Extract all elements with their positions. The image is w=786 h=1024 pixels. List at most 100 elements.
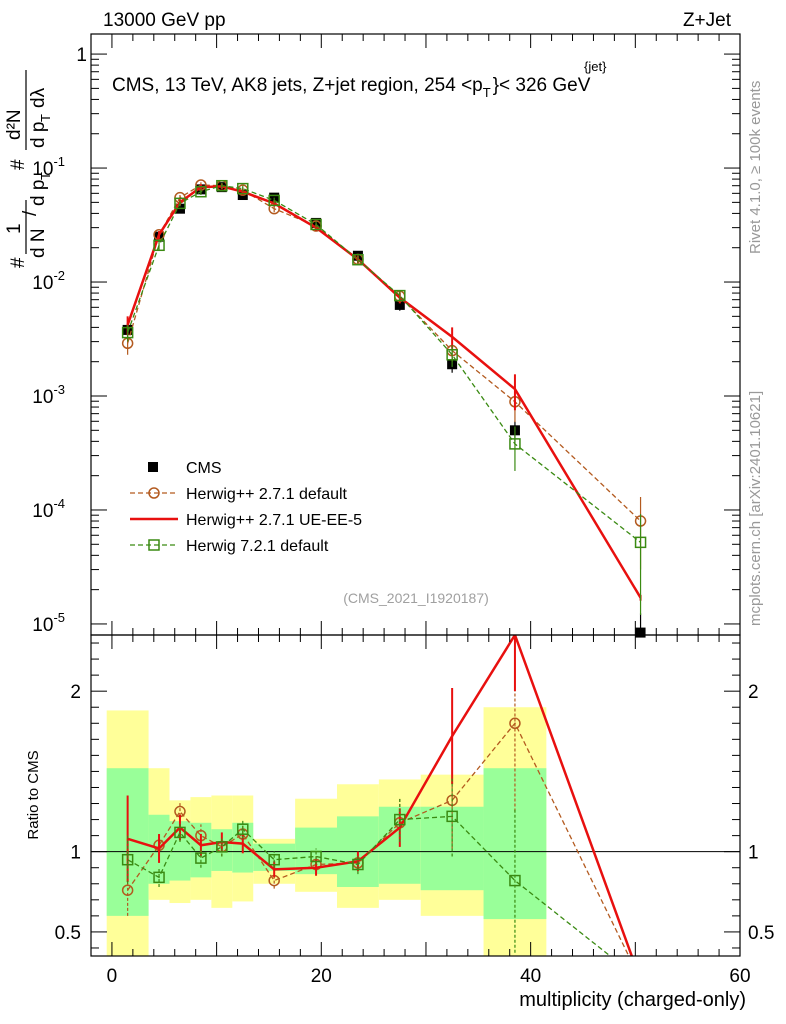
ytick-exp: -4	[53, 496, 65, 511]
legend-marker	[148, 539, 160, 551]
data-point	[310, 218, 322, 231]
ylabel-T: T	[38, 172, 53, 180]
ratio-ticks: 0.5 0.51 12 20 20 40 60	[55, 635, 774, 987]
legend-label: Herwig++ 2.7.1 UE-EE-5	[186, 512, 362, 529]
xtick-label: 20	[311, 966, 332, 987]
main-marks	[121, 179, 647, 638]
data-point	[446, 349, 458, 361]
data-point	[394, 289, 406, 302]
data-point	[174, 197, 186, 210]
series-line-line	[126, 185, 642, 599]
legend: CMS Herwig++ 2.7.1 default Herwig++ 2.7.1 …	[130, 460, 362, 555]
ylabel-dN: d N	[28, 228, 49, 258]
rivet-label: Rivet 4.1.0, ≥ 100k events	[747, 81, 764, 254]
ratio-marks	[121, 635, 646, 985]
ytick-base: 10	[32, 501, 53, 522]
main-ytick-label: 10-5	[32, 610, 65, 636]
data-point	[121, 326, 134, 339]
ylabel-T2: T	[38, 114, 53, 122]
main-ylabel: # 1 d N / d p T # d²N d p T dλ	[4, 70, 53, 268]
ytick-base: 10	[32, 273, 53, 294]
data-point	[216, 179, 228, 192]
legend-label: CMS	[186, 460, 222, 477]
main-ytick-label: 10-4	[32, 496, 65, 522]
ytick-base: 10	[32, 387, 53, 408]
data-point	[394, 299, 405, 310]
data-point	[352, 253, 364, 266]
ytick-exp: -1	[53, 154, 65, 169]
ratio-point	[174, 826, 186, 839]
ylabel-hash-2: #	[8, 159, 29, 170]
x-axis-label: multiplicity (charged-only)	[519, 989, 746, 1011]
ratio-ytick-label-right: 2	[748, 682, 759, 703]
main-ytick-label: 10-2	[32, 268, 65, 294]
ylabel-dl: dλ	[28, 87, 49, 108]
main-ytick-label: 1	[76, 45, 87, 66]
ytick-exp: -2	[53, 268, 65, 283]
ratio-panel: 0.5 0.51 12 20 20 40 60 Ratio to CMS multiplic…	[25, 634, 774, 1011]
ratio-ytick-label: 1	[70, 843, 81, 864]
ratio-point	[195, 852, 207, 864]
ratio-point	[310, 850, 322, 863]
data-point	[195, 185, 207, 198]
ratio-series-group	[121, 635, 646, 985]
ylabel-dpT: d p	[28, 180, 49, 206]
main-ytick-label: 10-3	[32, 382, 65, 408]
ratio-ytick-label: 2	[70, 682, 81, 703]
legend-marker	[148, 462, 158, 472]
xtick-label: 60	[729, 966, 750, 987]
main-title-tail: }< 326 GeV	[493, 75, 591, 96]
data-point	[237, 182, 249, 195]
main-ytick-label: 10-1	[32, 154, 65, 180]
legend-label: Herwig++ 2.7.1 default	[186, 486, 348, 503]
ratio-ytick-label: 0.5	[55, 923, 81, 944]
header-left: 13000 GeV pp	[103, 10, 226, 31]
main-panel: 110-110-210-310-410-5 CMS, 13 TeV, AK8 j…	[32, 33, 741, 638]
legend-marker	[148, 487, 160, 499]
ratio-point	[237, 823, 249, 835]
mcplots-label: mcplots.cern.ch [arXiv:2401.10621]	[747, 391, 764, 626]
ratio-point	[394, 813, 406, 826]
ratio-series-square	[121, 776, 646, 985]
ratio-point	[446, 810, 458, 823]
data-point	[153, 239, 165, 252]
ratio-ytick-label-right: 1	[748, 843, 759, 864]
ratio-point	[268, 853, 280, 866]
ylabel-dpTdl: d p	[28, 122, 49, 148]
main-title: CMS, 13 TeV, AK8 jets, Z+jet region, 254…	[112, 75, 591, 100]
ratio-point	[636, 975, 646, 985]
series-data	[122, 182, 646, 638]
ylabel-d2N: d²N	[4, 109, 25, 140]
ytick-exp: -5	[53, 610, 65, 625]
main-title-text: CMS, 13 TeV, AK8 jets, Z+jet region, 254…	[112, 75, 483, 96]
ratio-bands	[106, 707, 547, 956]
ylabel-slash: /	[20, 210, 41, 216]
ratio-ylabel: Ratio to CMS	[25, 750, 42, 839]
main-yticks: 110-110-210-310-410-5	[32, 34, 741, 636]
ratio-frame	[90, 634, 741, 957]
ratio-point	[509, 874, 521, 887]
ratio-point	[121, 853, 134, 866]
data-point	[634, 536, 647, 549]
data-point	[635, 627, 646, 638]
series-square	[121, 179, 647, 615]
ratio-point	[636, 975, 646, 985]
xtick-label: 0	[107, 966, 118, 987]
ylabel-one: 1	[4, 223, 25, 234]
ytick-base: 10	[32, 159, 53, 180]
watermark: (CMS_2021_I1920187)	[343, 590, 489, 606]
ratio-ytick-label-right: 0.5	[748, 923, 774, 944]
main-title-sup: {jet}	[584, 59, 607, 74]
ytick-base: 10	[32, 615, 53, 636]
legend-label: Herwig 7.2.1 default	[186, 538, 329, 555]
data-point	[509, 438, 521, 450]
band-1sigma	[483, 768, 547, 920]
ratio-point	[153, 871, 165, 884]
ratio-point	[121, 884, 134, 896]
ytick-exp: -3	[53, 382, 65, 397]
ylabel-hash-1: #	[8, 257, 29, 268]
main-title-sub: T	[483, 85, 491, 100]
ratio-point	[352, 858, 364, 871]
xtick-label: 40	[520, 966, 541, 987]
